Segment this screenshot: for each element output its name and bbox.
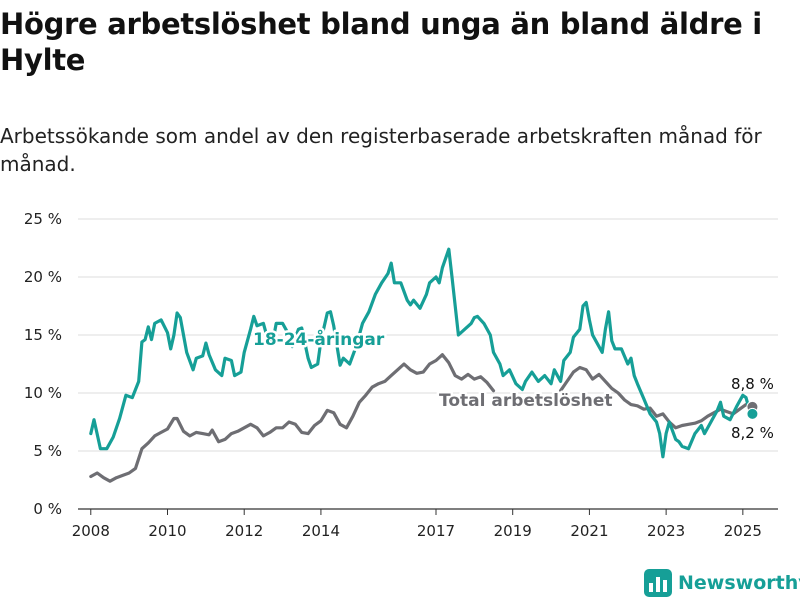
- x-tick-label: 2025: [724, 522, 762, 540]
- x-tick-label: 2019: [494, 522, 532, 540]
- y-tick-label: 10 %: [24, 384, 62, 402]
- series-line-1: [89, 353, 496, 483]
- x-tick-label: 2008: [72, 522, 110, 540]
- series-line-2: [559, 365, 754, 430]
- newsworthy-logo: Newsworthy: [644, 568, 800, 598]
- x-tick-label: 2021: [570, 522, 608, 540]
- labels: 8,2 %8,8 %18-24-åringar18-24-åringarTota…: [251, 326, 774, 443]
- y-tick-label: 0 %: [33, 500, 62, 518]
- bar-chart-logo-icon: [644, 569, 672, 597]
- series-end-dot: [746, 407, 759, 420]
- x-tick-label: 2017: [417, 522, 455, 540]
- youth-end-label: 8,2 %: [731, 424, 774, 442]
- series-line-0: [89, 247, 754, 459]
- x-tick-label: 2023: [647, 522, 685, 540]
- y-tick-label: 20 %: [24, 268, 62, 286]
- chart-title: Högre arbetslöshet bland unga än bland ä…: [0, 7, 762, 77]
- x-tick-label: 2012: [225, 522, 263, 540]
- total-series-label-halo: Total arbetslöshet: [439, 391, 613, 411]
- youth-series-label-halo: 18-24-åringar: [253, 328, 385, 350]
- y-tick-label: 15 %: [24, 326, 62, 344]
- x-tick-label: 2014: [302, 522, 340, 540]
- youth-series-label: 18-24-åringar: [253, 328, 385, 350]
- total-end-label: 8,8 %: [731, 375, 774, 393]
- x-tick-label: 2010: [148, 522, 186, 540]
- y-tick-label: 25 %: [24, 210, 62, 228]
- y-tick-label: 5 %: [33, 442, 62, 460]
- chart-subtitle: Arbetssökande som andel av den registerb…: [0, 124, 762, 176]
- axes: 0 % 5 % 10 % 15 % 20 % 25 % 2008 2010 2012 2014 20…: [24, 210, 762, 540]
- brand-name: Newsworthy: [678, 572, 800, 594]
- total-series-label: Total arbetslöshet: [439, 391, 613, 411]
- series-lines: [89, 247, 754, 483]
